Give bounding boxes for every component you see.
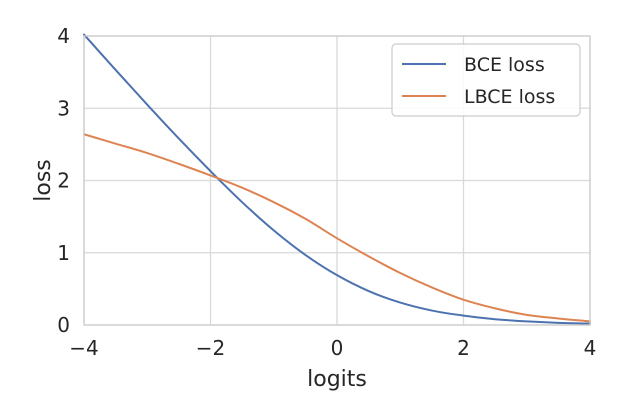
y-tick-label: 2: [57, 169, 70, 193]
x-tick-label: 4: [584, 336, 597, 360]
legend-label-lbce: LBCE loss: [464, 86, 555, 108]
x-tick-label: 0: [331, 336, 344, 360]
x-tick-label: −2: [196, 336, 225, 360]
legend: BCE loss LBCE loss: [391, 43, 581, 117]
y-axis-label: loss: [31, 159, 56, 202]
plot-border: [83, 35, 591, 326]
series-lines: [83, 33, 591, 325]
x-tick-label: 2: [457, 336, 470, 360]
legend-box: [391, 43, 581, 117]
y-tick-label: 1: [57, 241, 70, 265]
y-tick-label: 0: [57, 313, 70, 337]
tick-labels: −4 −2 0 2 4 0 1 2 3 4: [57, 24, 596, 360]
y-tick-label: 3: [57, 96, 70, 120]
series-line-bce-loss: [83, 33, 591, 325]
x-axis-label: logits: [307, 367, 367, 392]
series-line-lbce-loss: [83, 133, 591, 323]
y-tick-label: 4: [57, 24, 70, 48]
plot-frame: [83, 35, 591, 326]
x-tick-label: −4: [69, 336, 98, 360]
legend-label-bce: BCE loss: [464, 54, 545, 76]
